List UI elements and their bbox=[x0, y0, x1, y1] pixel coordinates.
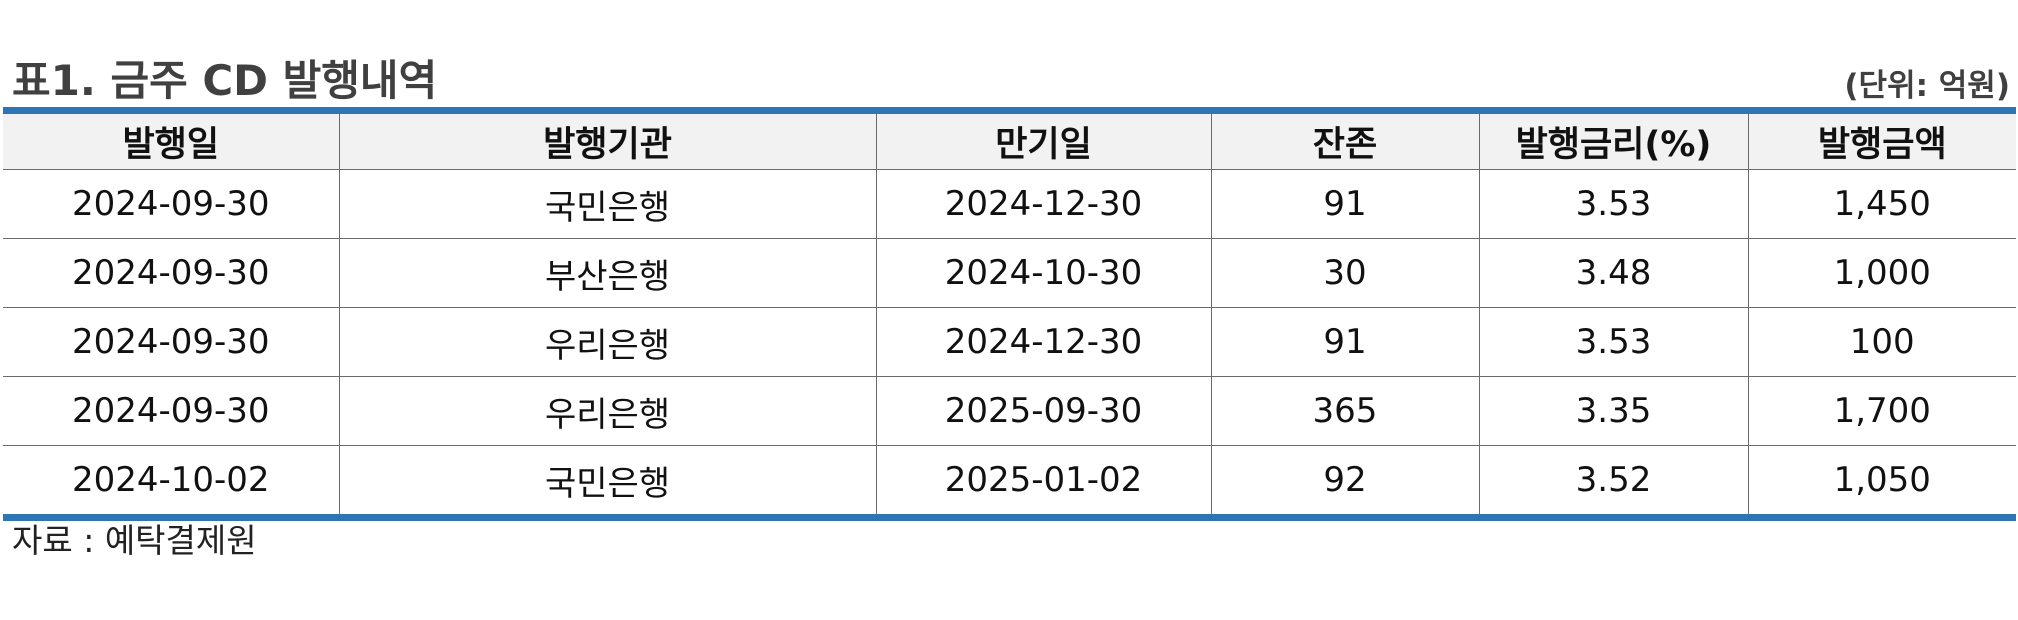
table-row: 2024-09-30 우리은행 2024-12-30 91 3.53 100 bbox=[3, 307, 2016, 377]
cell-issue-amount: 100 bbox=[1747, 307, 2016, 377]
cell-maturity-date: 2024-12-30 bbox=[875, 307, 1211, 377]
cell-issue-amount: 1,700 bbox=[1747, 376, 2016, 446]
cell-issue-date: 2024-09-30 bbox=[3, 238, 339, 308]
cell-maturity-date: 2025-01-02 bbox=[875, 445, 1211, 514]
cell-issuer: 우리은행 bbox=[338, 307, 876, 377]
cell-remaining-days: 30 bbox=[1210, 238, 1479, 308]
table-caption-bar: 표1. 금주 CD 발행내역 (단위: 억원) bbox=[12, 44, 2010, 106]
cd-issuance-table: 발행일 발행기관 만기일 잔존 발행금리(%) 발행금액 2024-09-30 … bbox=[3, 114, 2016, 514]
cell-issuer: 국민은행 bbox=[338, 445, 876, 514]
unit-label: (단위: 억원) bbox=[1844, 68, 2010, 104]
cell-issue-rate: 3.53 bbox=[1478, 169, 1748, 239]
cell-issue-date: 2024-09-30 bbox=[3, 307, 339, 377]
column-header-maturity-date: 만기일 bbox=[875, 114, 1211, 170]
column-header-issuer: 발행기관 bbox=[338, 114, 876, 170]
source-note: 자료 : 예탁결제원 bbox=[12, 521, 257, 560]
cell-issuer: 우리은행 bbox=[338, 376, 876, 446]
cell-remaining-days: 365 bbox=[1210, 376, 1479, 446]
column-header-issue-rate: 발행금리(%) bbox=[1478, 114, 1748, 170]
cell-maturity-date: 2024-10-30 bbox=[875, 238, 1211, 308]
cell-maturity-date: 2025-09-30 bbox=[875, 376, 1211, 446]
cell-issue-rate: 3.35 bbox=[1478, 376, 1748, 446]
cell-issuer: 부산은행 bbox=[338, 238, 876, 308]
cell-remaining-days: 92 bbox=[1210, 445, 1479, 514]
column-header-issue-date: 발행일 bbox=[3, 114, 339, 170]
table-row: 2024-10-02 국민은행 2025-01-02 92 3.52 1,050 bbox=[3, 445, 2016, 514]
column-header-issue-amount: 발행금액 bbox=[1747, 114, 2016, 170]
cd-issuance-table-wrapper: 발행일 발행기관 만기일 잔존 발행금리(%) 발행금액 2024-09-30 … bbox=[3, 107, 2016, 521]
cell-remaining-days: 91 bbox=[1210, 169, 1479, 239]
cell-issue-date: 2024-09-30 bbox=[3, 169, 339, 239]
cell-issue-date: 2024-09-30 bbox=[3, 376, 339, 446]
cell-maturity-date: 2024-12-30 bbox=[875, 169, 1211, 239]
table-row: 2024-09-30 우리은행 2025-09-30 365 3.35 1,70… bbox=[3, 376, 2016, 446]
cell-issue-amount: 1,050 bbox=[1747, 445, 2016, 514]
cell-issuer: 국민은행 bbox=[338, 169, 876, 239]
cell-remaining-days: 91 bbox=[1210, 307, 1479, 377]
header-row: 발행일 발행기관 만기일 잔존 발행금리(%) 발행금액 bbox=[3, 114, 2016, 170]
cell-issue-date: 2024-10-02 bbox=[71, 460, 270, 500]
table-row: 2024-09-30 부산은행 2024-10-30 30 3.48 1,000 bbox=[3, 238, 2016, 308]
column-header-remaining-days: 잔존 bbox=[1210, 114, 1479, 170]
cell-issue-rate: 3.52 bbox=[1478, 445, 1748, 514]
cell-issue-amount: 1,450 bbox=[1747, 169, 2016, 239]
table-row: 2024-09-30 국민은행 2024-12-30 91 3.53 1,450 bbox=[3, 169, 2016, 239]
cell-issue-rate: 3.53 bbox=[1478, 307, 1748, 377]
cell-issue-rate: 3.48 bbox=[1478, 238, 1748, 308]
table-title: 표1. 금주 CD 발행내역 bbox=[12, 56, 438, 105]
cell-issue-amount: 1,000 bbox=[1747, 238, 2016, 308]
